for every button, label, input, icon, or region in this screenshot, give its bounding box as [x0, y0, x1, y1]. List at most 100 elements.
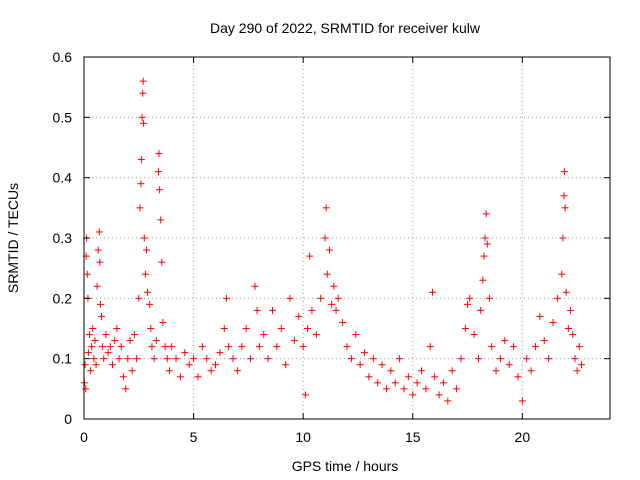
x-tick-label: 5: [190, 429, 198, 445]
data-point: [527, 367, 535, 375]
data-point: [461, 325, 469, 332]
y-tick-label: 0.3: [53, 230, 73, 246]
data-point: [422, 385, 430, 393]
data-point: [102, 331, 110, 339]
data-point: [176, 373, 184, 381]
data-point: [163, 355, 171, 363]
data-point: [130, 331, 138, 339]
data-point: [255, 343, 263, 351]
y-tick-label: 0.6: [53, 49, 73, 65]
data-point: [365, 373, 373, 381]
data-point: [299, 343, 307, 351]
data-point: [273, 343, 281, 351]
data-point: [152, 337, 160, 345]
data-point: [382, 385, 390, 393]
data-point: [242, 325, 250, 332]
data-point: [212, 361, 219, 369]
data-point: [564, 325, 572, 332]
data-point: [466, 294, 474, 302]
data-point: [378, 361, 386, 369]
data-point: [96, 258, 104, 266]
data-point: [356, 361, 364, 369]
data-point: [94, 246, 102, 254]
data-point: [190, 355, 198, 363]
data-point: [573, 367, 581, 375]
data-point: [159, 318, 167, 326]
data-point: [156, 186, 164, 194]
data-point: [531, 343, 539, 351]
data-point: [374, 379, 382, 387]
data-point: [233, 367, 241, 375]
data-point: [83, 270, 91, 278]
data-point: [104, 349, 112, 357]
data-point: [480, 252, 488, 260]
y-tick-label: 0.1: [53, 351, 73, 367]
data-point: [203, 355, 211, 363]
data-point: [549, 318, 557, 326]
data-point: [481, 234, 489, 242]
data-point: [387, 367, 395, 375]
data-point: [492, 367, 500, 375]
data-point: [396, 355, 404, 363]
data-point: [323, 270, 331, 278]
data-point: [168, 343, 176, 351]
data-point: [172, 355, 180, 363]
data-point: [165, 367, 173, 375]
data-point: [347, 355, 355, 363]
data-point: [124, 355, 132, 363]
data-point: [113, 325, 121, 332]
y-axis-label: SRMTID / TECUs: [5, 183, 21, 293]
data-point: [137, 180, 145, 188]
data-point: [100, 355, 108, 363]
data-point: [122, 385, 130, 393]
data-point: [251, 282, 259, 290]
data-point: [561, 204, 569, 212]
data-point: [510, 343, 518, 351]
data-point: [496, 355, 504, 363]
data-point: [81, 361, 89, 369]
data-point: [181, 349, 189, 357]
data-point: [247, 355, 255, 363]
data-point: [137, 156, 145, 164]
data-point: [277, 325, 285, 332]
data-point: [139, 89, 147, 97]
data-point: [146, 300, 154, 308]
data-point: [448, 367, 456, 375]
data-point: [578, 361, 586, 369]
data-point: [428, 288, 436, 296]
data-point: [260, 331, 268, 339]
data-point: [253, 306, 261, 314]
y-tick-labels: 0 0.1 0.2 0.3 0.4 0.5 0.6: [53, 49, 73, 427]
data-point: [435, 391, 443, 399]
data-point: [89, 325, 97, 332]
data-point: [431, 373, 439, 381]
data-point: [96, 300, 104, 308]
y-tick-label: 0.4: [53, 170, 73, 186]
data-point: [144, 288, 152, 296]
data-point: [238, 343, 246, 351]
data-point: [138, 113, 146, 121]
x-axis-label: GPS time / hours: [292, 458, 399, 474]
data-point: [194, 373, 202, 381]
data-point: [117, 343, 125, 351]
data-point: [482, 210, 490, 218]
data-point: [140, 119, 148, 127]
chart-title: Day 290 of 2022, SRMTID for receiver kul…: [210, 20, 481, 36]
data-point: [540, 337, 548, 345]
data-point: [141, 270, 149, 278]
data-point: [352, 331, 360, 339]
data-point: [514, 373, 522, 381]
data-point: [317, 294, 325, 302]
data-point: [545, 355, 553, 363]
data-point: [560, 168, 568, 176]
x-tick-label: 0: [80, 429, 88, 445]
data-point: [220, 325, 228, 332]
data-point: [115, 355, 123, 363]
data-point: [488, 343, 496, 351]
data-point: [369, 355, 377, 363]
data-point: [185, 361, 193, 369]
data-point: [322, 204, 330, 212]
data-point: [225, 343, 233, 351]
data-point: [139, 77, 147, 85]
data-point: [339, 318, 347, 326]
